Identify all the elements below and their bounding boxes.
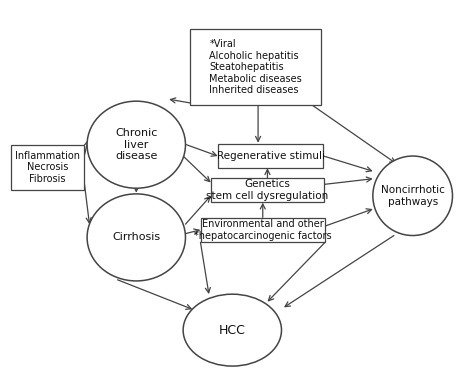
Text: Environmental and other
*hepatocarcinogenic factors: Environmental and other *hepatocarcinoge…: [194, 219, 332, 241]
Text: Genetics
stem cell dysregulation: Genetics stem cell dysregulation: [206, 179, 328, 201]
FancyBboxPatch shape: [218, 144, 323, 168]
Text: Cirrhosis: Cirrhosis: [112, 232, 160, 242]
Text: Noncirrhotic
pathways: Noncirrhotic pathways: [381, 185, 445, 207]
Text: Chronic
liver
disease: Chronic liver disease: [115, 128, 157, 161]
Ellipse shape: [183, 294, 282, 366]
Ellipse shape: [87, 194, 185, 281]
FancyBboxPatch shape: [211, 178, 324, 202]
Text: *Viral
Alcoholic hepatitis
Steatohepatitis
Metabolic diseases
Inherited diseases: *Viral Alcoholic hepatitis Steatohepatit…: [210, 39, 302, 95]
FancyBboxPatch shape: [201, 218, 325, 242]
FancyBboxPatch shape: [190, 29, 321, 105]
Ellipse shape: [87, 101, 185, 188]
Text: Inflammation
Necrosis
Fibrosis: Inflammation Necrosis Fibrosis: [15, 151, 80, 184]
Text: Regenerative stimuli: Regenerative stimuli: [217, 151, 325, 161]
FancyBboxPatch shape: [11, 145, 83, 190]
Text: HCC: HCC: [219, 324, 246, 337]
Ellipse shape: [373, 156, 453, 235]
